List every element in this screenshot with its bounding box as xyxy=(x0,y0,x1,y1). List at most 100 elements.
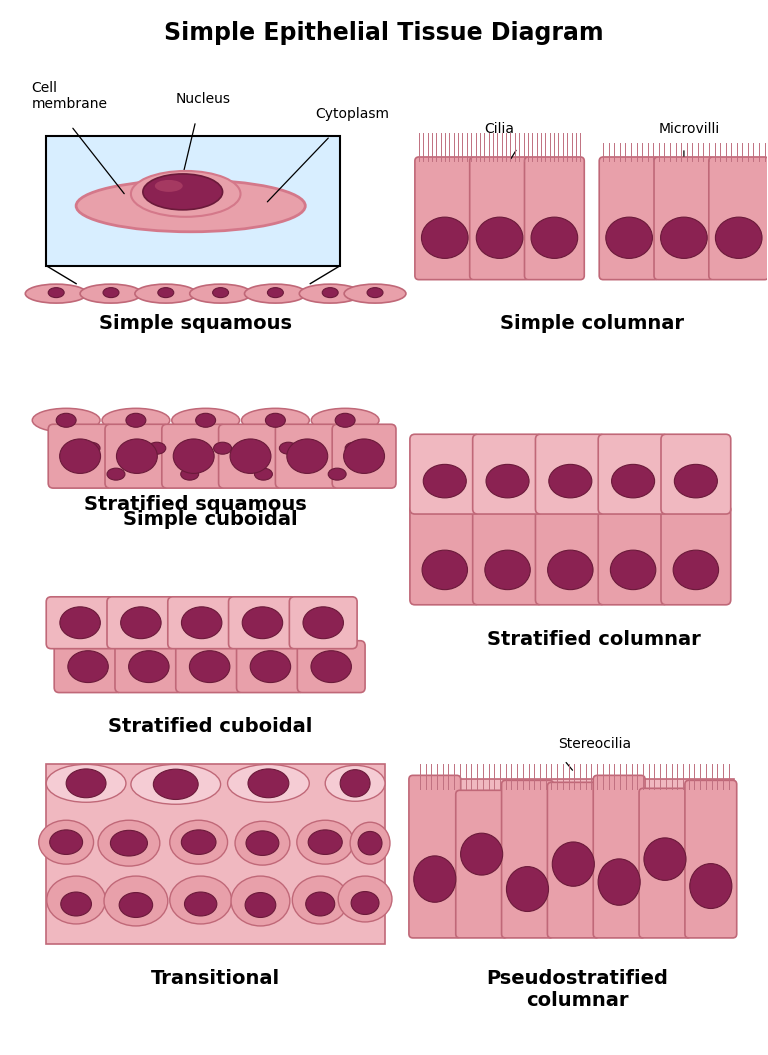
Ellipse shape xyxy=(248,769,289,798)
Ellipse shape xyxy=(32,408,100,433)
FancyBboxPatch shape xyxy=(502,781,554,938)
Ellipse shape xyxy=(227,765,310,802)
Ellipse shape xyxy=(266,414,286,427)
Ellipse shape xyxy=(414,856,456,902)
FancyBboxPatch shape xyxy=(470,157,529,280)
Ellipse shape xyxy=(245,893,276,918)
Ellipse shape xyxy=(107,468,125,480)
Ellipse shape xyxy=(157,288,174,298)
Ellipse shape xyxy=(549,464,592,498)
Ellipse shape xyxy=(476,217,523,258)
Ellipse shape xyxy=(350,822,390,864)
FancyBboxPatch shape xyxy=(661,505,730,605)
Ellipse shape xyxy=(267,288,283,298)
FancyBboxPatch shape xyxy=(472,505,542,605)
Ellipse shape xyxy=(214,442,232,455)
Ellipse shape xyxy=(38,820,94,864)
FancyBboxPatch shape xyxy=(415,157,475,280)
Ellipse shape xyxy=(227,463,300,485)
Ellipse shape xyxy=(61,893,91,916)
FancyBboxPatch shape xyxy=(598,505,668,605)
FancyBboxPatch shape xyxy=(599,157,659,280)
Ellipse shape xyxy=(50,830,83,855)
Ellipse shape xyxy=(422,217,468,258)
FancyBboxPatch shape xyxy=(229,597,296,649)
Text: Stratified columnar: Stratified columnar xyxy=(488,630,701,649)
FancyBboxPatch shape xyxy=(455,790,508,938)
FancyBboxPatch shape xyxy=(410,505,480,605)
Ellipse shape xyxy=(119,893,153,918)
Ellipse shape xyxy=(311,408,379,433)
Ellipse shape xyxy=(174,439,214,474)
Ellipse shape xyxy=(125,437,189,459)
Ellipse shape xyxy=(673,550,719,590)
Ellipse shape xyxy=(335,414,355,427)
Text: Transitional: Transitional xyxy=(151,968,280,987)
Ellipse shape xyxy=(190,437,254,459)
Ellipse shape xyxy=(126,414,146,427)
Ellipse shape xyxy=(244,284,306,303)
FancyBboxPatch shape xyxy=(409,775,461,938)
Ellipse shape xyxy=(296,820,353,864)
Ellipse shape xyxy=(172,408,240,433)
Text: Cytoplasm: Cytoplasm xyxy=(315,107,389,121)
Ellipse shape xyxy=(184,893,217,916)
FancyBboxPatch shape xyxy=(709,157,768,280)
Ellipse shape xyxy=(47,876,105,924)
Ellipse shape xyxy=(68,651,108,683)
Ellipse shape xyxy=(154,463,226,485)
Ellipse shape xyxy=(323,288,338,298)
Ellipse shape xyxy=(241,408,310,433)
Ellipse shape xyxy=(325,765,385,802)
Ellipse shape xyxy=(181,830,216,855)
Ellipse shape xyxy=(103,288,119,298)
Ellipse shape xyxy=(48,288,65,298)
Ellipse shape xyxy=(306,893,335,916)
Ellipse shape xyxy=(170,876,232,924)
Ellipse shape xyxy=(644,838,686,880)
Ellipse shape xyxy=(461,833,503,875)
FancyBboxPatch shape xyxy=(333,424,396,488)
Ellipse shape xyxy=(181,607,222,638)
FancyBboxPatch shape xyxy=(535,435,605,514)
Ellipse shape xyxy=(250,651,290,683)
Text: Pseudostratified
columnar: Pseudostratified columnar xyxy=(486,968,668,1010)
Ellipse shape xyxy=(111,830,147,856)
Ellipse shape xyxy=(80,463,152,485)
Text: Cilia: Cilia xyxy=(485,122,515,136)
Ellipse shape xyxy=(311,651,352,683)
Ellipse shape xyxy=(60,607,101,638)
Ellipse shape xyxy=(196,414,216,427)
Ellipse shape xyxy=(246,831,279,856)
Ellipse shape xyxy=(82,442,100,455)
FancyBboxPatch shape xyxy=(593,775,645,938)
Ellipse shape xyxy=(102,408,170,433)
Bar xyxy=(46,136,340,266)
Ellipse shape xyxy=(338,876,392,922)
Ellipse shape xyxy=(76,180,306,232)
FancyBboxPatch shape xyxy=(548,783,599,938)
Ellipse shape xyxy=(486,464,529,498)
Ellipse shape xyxy=(170,820,227,864)
Ellipse shape xyxy=(25,284,87,303)
Ellipse shape xyxy=(328,468,346,480)
Ellipse shape xyxy=(154,769,198,800)
Ellipse shape xyxy=(611,464,654,498)
Ellipse shape xyxy=(611,550,656,590)
FancyBboxPatch shape xyxy=(237,640,304,692)
FancyBboxPatch shape xyxy=(661,435,730,514)
Ellipse shape xyxy=(230,439,271,474)
Ellipse shape xyxy=(257,437,320,459)
Ellipse shape xyxy=(351,891,379,915)
FancyBboxPatch shape xyxy=(297,640,365,692)
Ellipse shape xyxy=(190,284,251,303)
FancyBboxPatch shape xyxy=(115,640,183,692)
Ellipse shape xyxy=(293,876,348,924)
Ellipse shape xyxy=(131,765,220,804)
Ellipse shape xyxy=(190,651,230,683)
Bar xyxy=(46,765,385,944)
Text: Simple cuboidal: Simple cuboidal xyxy=(124,510,298,529)
FancyBboxPatch shape xyxy=(290,597,357,649)
FancyBboxPatch shape xyxy=(167,597,236,649)
Text: Stratified squamous: Stratified squamous xyxy=(84,495,307,514)
